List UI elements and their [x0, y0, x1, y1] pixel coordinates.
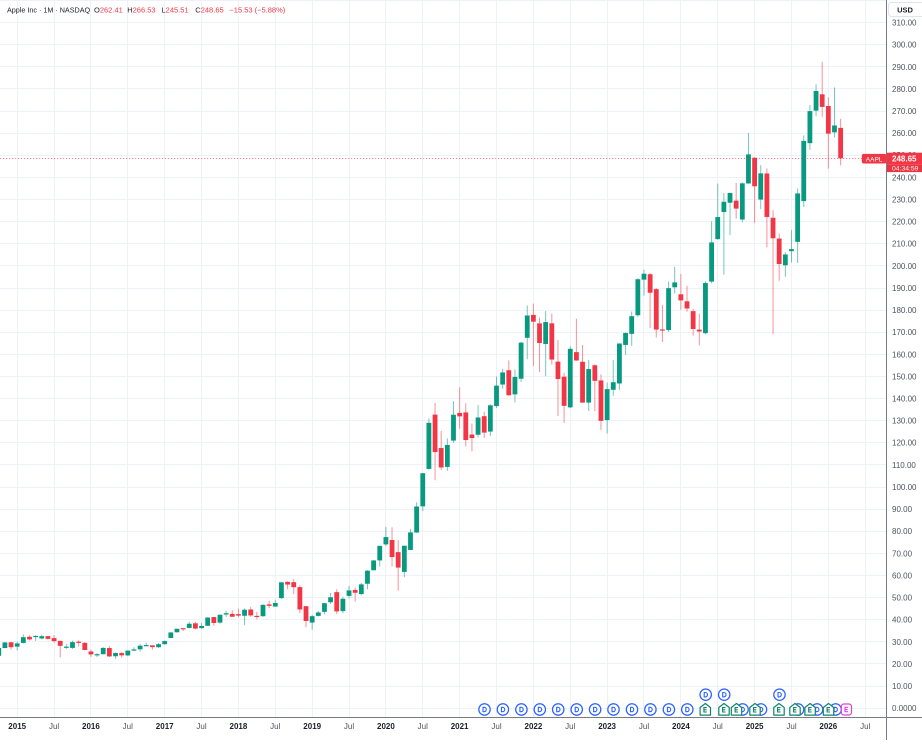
svg-text:120.00: 120.00 — [892, 439, 917, 448]
svg-text:Jul: Jul — [418, 722, 428, 731]
svg-text:100.00: 100.00 — [892, 483, 917, 492]
svg-text:70.00: 70.00 — [892, 549, 913, 558]
svg-text:200.00: 200.00 — [892, 262, 917, 271]
svg-text:2024: 2024 — [672, 722, 690, 731]
svg-text:2021: 2021 — [451, 722, 469, 731]
svg-text:260.00: 260.00 — [892, 129, 917, 138]
svg-text:0.0000: 0.0000 — [892, 704, 917, 713]
svg-text:H266.53: H266.53 — [127, 6, 155, 15]
svg-text:248.65: 248.65 — [892, 155, 917, 164]
svg-text:L245.51: L245.51 — [162, 6, 189, 15]
svg-text:210.00: 210.00 — [892, 240, 917, 249]
svg-text:2025: 2025 — [746, 722, 764, 731]
svg-text:Jul: Jul — [344, 722, 354, 731]
svg-text:2026: 2026 — [819, 722, 837, 731]
svg-text:Jul: Jul — [123, 722, 133, 731]
svg-text:290.00: 290.00 — [892, 63, 917, 72]
svg-text:Jul: Jul — [491, 722, 501, 731]
svg-text:50.00: 50.00 — [892, 594, 913, 603]
svg-text:−15.53 (−5.88%): −15.53 (−5.88%) — [229, 6, 285, 15]
svg-text:240.00: 240.00 — [892, 173, 917, 182]
svg-text:2022: 2022 — [525, 722, 543, 731]
svg-text:Jul: Jul — [860, 722, 870, 731]
svg-text:30.00: 30.00 — [892, 638, 913, 647]
svg-text:Jul: Jul — [786, 722, 796, 731]
svg-text:150.00: 150.00 — [892, 372, 917, 381]
svg-text:140.00: 140.00 — [892, 394, 917, 403]
svg-text:40.00: 40.00 — [892, 616, 913, 625]
svg-text:310.00: 310.00 — [892, 19, 917, 28]
svg-text:2015: 2015 — [8, 722, 26, 731]
svg-text:2020: 2020 — [377, 722, 395, 731]
svg-text:80.00: 80.00 — [892, 527, 913, 536]
svg-text:230.00: 230.00 — [892, 195, 917, 204]
svg-text:04:34:59: 04:34:59 — [892, 166, 919, 173]
svg-text:Jul: Jul — [713, 722, 723, 731]
svg-text:270.00: 270.00 — [892, 107, 917, 116]
svg-text:2019: 2019 — [303, 722, 321, 731]
svg-text:220.00: 220.00 — [892, 218, 917, 227]
svg-text:2017: 2017 — [156, 722, 174, 731]
svg-text:Jul: Jul — [49, 722, 59, 731]
svg-text:130.00: 130.00 — [892, 417, 917, 426]
svg-text:Jul: Jul — [196, 722, 206, 731]
svg-text:C248.65: C248.65 — [195, 6, 223, 15]
svg-text:Apple Inc · 1M · NASDAQ: Apple Inc · 1M · NASDAQ — [7, 6, 90, 15]
svg-text:10.00: 10.00 — [892, 682, 913, 691]
svg-text:Jul: Jul — [270, 722, 280, 731]
svg-text:20.00: 20.00 — [892, 660, 913, 669]
svg-text:300.00: 300.00 — [892, 41, 917, 50]
svg-text:Jul: Jul — [639, 722, 649, 731]
svg-text:170.00: 170.00 — [892, 328, 917, 337]
svg-text:2023: 2023 — [598, 722, 616, 731]
svg-text:190.00: 190.00 — [892, 284, 917, 293]
svg-text:AAPL: AAPL — [866, 156, 883, 163]
svg-text:O262.41: O262.41 — [94, 6, 123, 15]
svg-text:180.00: 180.00 — [892, 306, 917, 315]
svg-text:2018: 2018 — [230, 722, 248, 731]
svg-text:90.00: 90.00 — [892, 505, 913, 514]
svg-text:2016: 2016 — [82, 722, 100, 731]
svg-text:160.00: 160.00 — [892, 350, 917, 359]
svg-text:110.00: 110.00 — [892, 461, 916, 470]
svg-text:Jul: Jul — [565, 722, 575, 731]
svg-text:60.00: 60.00 — [892, 571, 913, 580]
svg-text:USD: USD — [897, 5, 913, 14]
svg-text:280.00: 280.00 — [892, 85, 917, 94]
